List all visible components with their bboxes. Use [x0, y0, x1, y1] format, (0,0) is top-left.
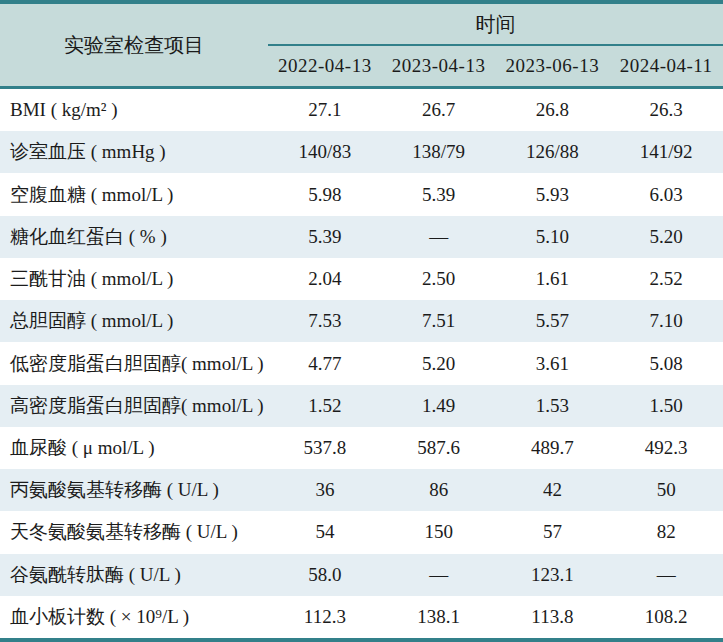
table-row: 三酰甘油 ( mmol/L ) 2.04 2.50 1.61 2.52 — [0, 258, 723, 300]
cell-value: 150 — [382, 511, 496, 553]
cell-value: 2.50 — [382, 258, 496, 300]
table-row: 糖化血红蛋白 ( % ) 5.39 — 5.10 5.20 — [0, 216, 723, 258]
row-label: 总胆固醇 ( mmol/L ) — [0, 300, 268, 342]
cell-value: 50 — [609, 469, 723, 511]
cell-value: 138.1 — [382, 596, 496, 638]
cell-value: 57 — [496, 511, 610, 553]
cell-value: 4.77 — [268, 342, 382, 384]
date-header-row: 2022-04-13 2023-04-13 2023-06-13 2024-04… — [268, 46, 723, 86]
time-header-block: 时间 2022-04-13 2023-04-13 2023-06-13 2024… — [268, 4, 723, 86]
cell-value: 489.7 — [496, 427, 610, 469]
cell-value: 5.93 — [496, 173, 610, 215]
cell-value: 5.20 — [382, 342, 496, 384]
table-row: 高密度脂蛋白胆固醇( mmol/L ) 1.52 1.49 1.53 1.50 — [0, 385, 723, 427]
cell-value: 82 — [609, 511, 723, 553]
cell-value: 27.1 — [268, 89, 382, 131]
cell-value: 108.2 — [609, 596, 723, 638]
row-label: 血尿酸 ( μ mol/L ) — [0, 427, 268, 469]
cell-value: — — [609, 554, 723, 596]
date-column-header: 2022-04-13 — [268, 46, 382, 86]
table-row: 空腹血糖 ( mmol/L ) 5.98 5.39 5.93 6.03 — [0, 173, 723, 215]
cell-value: 112.3 — [268, 596, 382, 638]
cell-value: 141/92 — [609, 131, 723, 173]
cell-value: 140/83 — [268, 131, 382, 173]
cell-value: 5.57 — [496, 300, 610, 342]
table-row: 总胆固醇 ( mmol/L ) 7.53 7.51 5.57 7.10 — [0, 300, 723, 342]
table-row: 谷氨酰转肽酶 ( U/L ) 58.0 — 123.1 — — [0, 554, 723, 596]
lab-results-table: 实验室检查项目 时间 2022-04-13 2023-04-13 2023-06… — [0, 0, 723, 642]
cell-value: 2.04 — [268, 258, 382, 300]
cell-value: 54 — [268, 511, 382, 553]
row-label: 三酰甘油 ( mmol/L ) — [0, 258, 268, 300]
table-row: 血小板计数 ( × 10⁹/L ) 112.3 138.1 113.8 108.… — [0, 596, 723, 638]
table-row: 血尿酸 ( μ mol/L ) 537.8 587.6 489.7 492.3 — [0, 427, 723, 469]
cell-value: 7.10 — [609, 300, 723, 342]
table-row: 天冬氨酸氨基转移酶 ( U/L ) 54 150 57 82 — [0, 511, 723, 553]
cell-value: 36 — [268, 469, 382, 511]
cell-value: 5.39 — [382, 173, 496, 215]
row-label: 血小板计数 ( × 10⁹/L ) — [0, 596, 268, 638]
cell-value: 113.8 — [496, 596, 610, 638]
cell-value: 5.08 — [609, 342, 723, 384]
cell-value: 6.03 — [609, 173, 723, 215]
date-column-header: 2023-06-13 — [496, 46, 610, 86]
cell-value: 5.20 — [609, 216, 723, 258]
table-row: BMI ( kg/m² ) 27.1 26.7 26.8 26.3 — [0, 89, 723, 131]
table-body: BMI ( kg/m² ) 27.1 26.7 26.8 26.3 诊室血压 (… — [0, 89, 723, 638]
cell-value: 26.7 — [382, 89, 496, 131]
cell-value: 5.10 — [496, 216, 610, 258]
cell-value: 42 — [496, 469, 610, 511]
row-label: BMI ( kg/m² ) — [0, 89, 268, 131]
date-column-header: 2023-04-13 — [382, 46, 496, 86]
row-label: 天冬氨酸氨基转移酶 ( U/L ) — [0, 511, 268, 553]
cell-value: 5.39 — [268, 216, 382, 258]
cell-value: 58.0 — [268, 554, 382, 596]
cell-value: 7.51 — [382, 300, 496, 342]
cell-value: 537.8 — [268, 427, 382, 469]
cell-value: 26.3 — [609, 89, 723, 131]
cell-value: 1.53 — [496, 385, 610, 427]
cell-value: 126/88 — [496, 131, 610, 173]
cell-value: 1.52 — [268, 385, 382, 427]
cell-value: 26.8 — [496, 89, 610, 131]
cell-value: 138/79 — [382, 131, 496, 173]
date-column-header: 2024-04-11 — [609, 46, 723, 86]
time-header: 时间 — [268, 4, 723, 44]
table-row: 低密度脂蛋白胆固醇( mmol/L ) 4.77 5.20 3.61 5.08 — [0, 342, 723, 384]
cell-value: 1.49 — [382, 385, 496, 427]
table-row: 丙氨酸氨基转移酶 ( U/L ) 36 86 42 50 — [0, 469, 723, 511]
cell-value: 587.6 — [382, 427, 496, 469]
row-label: 低密度脂蛋白胆固醇( mmol/L ) — [0, 342, 268, 384]
cell-value: 5.98 — [268, 173, 382, 215]
cell-value: 492.3 — [609, 427, 723, 469]
cell-value: — — [382, 216, 496, 258]
row-label: 高密度脂蛋白胆固醇( mmol/L ) — [0, 385, 268, 427]
cell-value: 86 — [382, 469, 496, 511]
table-row: 诊室血压 ( mmHg ) 140/83 138/79 126/88 141/9… — [0, 131, 723, 173]
corner-header: 实验室检查项目 — [0, 4, 268, 86]
cell-value: 1.61 — [496, 258, 610, 300]
row-label: 诊室血压 ( mmHg ) — [0, 131, 268, 173]
row-label: 空腹血糖 ( mmol/L ) — [0, 173, 268, 215]
cell-value: 123.1 — [496, 554, 610, 596]
row-label: 谷氨酰转肽酶 ( U/L ) — [0, 554, 268, 596]
cell-value: 3.61 — [496, 342, 610, 384]
cell-value: — — [382, 554, 496, 596]
cell-value: 1.50 — [609, 385, 723, 427]
cell-value: 7.53 — [268, 300, 382, 342]
table-header: 实验室检查项目 时间 2022-04-13 2023-04-13 2023-06… — [0, 4, 723, 86]
table-bottom-rule — [0, 638, 723, 642]
row-label: 丙氨酸氨基转移酶 ( U/L ) — [0, 469, 268, 511]
cell-value: 2.52 — [609, 258, 723, 300]
row-label: 糖化血红蛋白 ( % ) — [0, 216, 268, 258]
